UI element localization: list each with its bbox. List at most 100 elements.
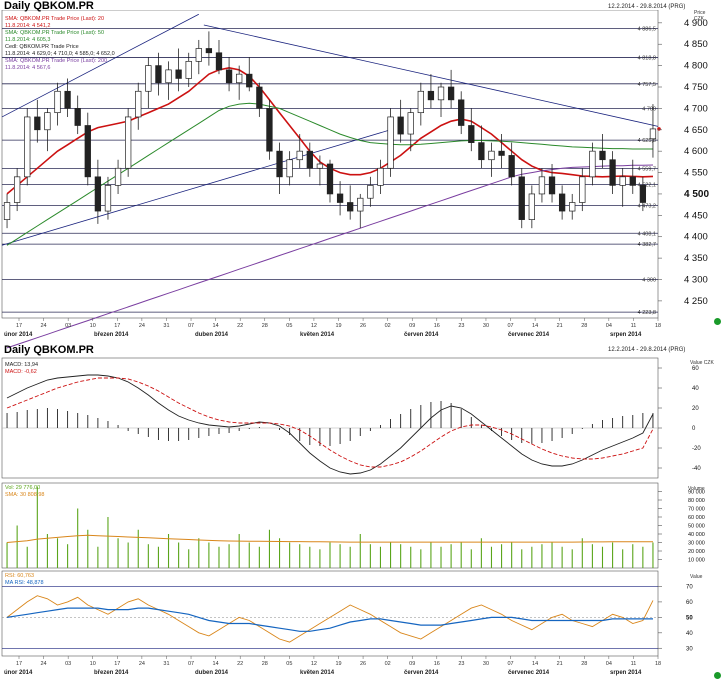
rsi-month-label: červen 2014 (404, 670, 439, 676)
date-tick-label: 05 (286, 323, 292, 329)
volume-sma-line (6, 534, 653, 543)
bottom-chart-title: Daily QBKOM.PR (4, 344, 94, 356)
rsi-date-tick-label: 28 (581, 661, 587, 667)
rsi-month-label: srpen 2014 (610, 670, 642, 676)
macd-y-tick-label: 20 (692, 406, 699, 412)
rsi-line (6, 595, 654, 643)
price-y-tick-label: 4 550 (684, 168, 708, 179)
candle-body (34, 116, 41, 131)
price-y-tick-label: 4 900 (684, 18, 708, 29)
rsi-date-tick-label: 11 (631, 661, 637, 667)
date-tick-label: 23 (458, 323, 464, 329)
volume-y-tick-label: 40 000 (688, 532, 705, 538)
macd-legend-entry: MACD: -0,62 (5, 369, 37, 375)
candle-body (205, 48, 213, 54)
date-tick-label: 16 (434, 323, 440, 329)
candle-body (286, 159, 293, 178)
date-tick-label: 09 (409, 323, 415, 329)
candle-body (94, 176, 102, 212)
candle-body (225, 69, 233, 84)
legend-entry: 11.8.2014: 4 541,2 (5, 23, 50, 29)
price-y-tick-label: 4 700 (684, 103, 708, 114)
horizontal-level-label: 4 700 (642, 106, 656, 112)
candle-body (528, 193, 535, 220)
horizontal-level-label: 4 408,1 (638, 231, 656, 237)
rsi-date-tick-label: 02 (385, 661, 391, 667)
rsi-month-label: duben 2014 (195, 670, 229, 676)
candle-body (518, 176, 525, 220)
candle-body (306, 150, 313, 169)
macd-axis-header: Value CZK (690, 360, 714, 366)
price-y-tick-label: 4 850 (684, 39, 708, 50)
volume-legend-entry: SMA: 30 808,98 (5, 492, 44, 498)
rsi-date-tick-label: 07 (188, 661, 194, 667)
macd-signal-line (6, 377, 654, 468)
candle-body (54, 90, 61, 114)
price-chart[interactable]: 4 886,5 4 818,8 4 757,5 4 700 4 625,8 4 559,7… (0, 10, 727, 350)
top-chart-title: Daily QBKOM.PR (4, 0, 94, 12)
candle-body (326, 163, 334, 195)
volume-y-tick-label: 80 000 (688, 498, 705, 504)
date-tick-label: 24 (139, 323, 145, 329)
candle-body (619, 176, 626, 186)
status-dot-bottom-icon (714, 672, 721, 679)
candle-body (538, 176, 546, 195)
horizontal-level-label: 4 818,8 (638, 56, 656, 62)
rsi-date-tick-label: 21 (557, 661, 563, 667)
price-y-tick-label: 4 450 (684, 210, 708, 221)
macd-y-tick-label: 40 (692, 386, 699, 392)
last-price-marker (657, 127, 661, 131)
rsi-month-label: únor 2014 (4, 670, 33, 676)
candle-body (407, 112, 414, 135)
rsi-date-tick-label: 28 (262, 661, 268, 667)
candle-body (347, 202, 354, 212)
candle-body (377, 167, 384, 186)
candle-body (629, 176, 636, 186)
date-tick-label: 17 (114, 323, 120, 329)
price-plot-area (1, 10, 659, 319)
candle-body (569, 202, 576, 212)
month-label: květen 2014 (300, 332, 335, 338)
axis-header-currency: CZK (694, 16, 705, 22)
status-dot-icon (714, 318, 721, 325)
candle-body (508, 155, 515, 178)
legend-entry: 11.8.2014: 4 629,0; 4 710,0; 4 585,0; 4 … (5, 51, 115, 57)
candle-body (336, 193, 344, 203)
rsi-date-tick-label: 24 (139, 661, 145, 667)
macd-y-tick-label: 60 (692, 366, 699, 372)
date-tick-label: 28 (581, 323, 587, 329)
candle-body (478, 142, 485, 161)
candle-body (639, 185, 647, 203)
legend-entry: SMA: QBKOM.PR Trade Price (Last): 200 (5, 58, 107, 64)
rsi-date-tick-label: 17 (16, 661, 22, 667)
date-tick-label: 02 (385, 323, 391, 329)
candle-body (13, 176, 21, 203)
candle-body (367, 185, 374, 199)
candle-body (498, 150, 505, 156)
candle-body (488, 150, 495, 161)
candle-body (357, 197, 364, 212)
horizontal-level-label: 4 382,7 (638, 242, 656, 248)
horizontal-level-label: 4 473,2 (638, 203, 656, 209)
candle-body (74, 108, 81, 126)
candle-body (215, 52, 223, 71)
candle-body (579, 176, 586, 203)
date-tick-label: 28 (262, 323, 268, 329)
rsi-date-tick-label: 22 (237, 661, 243, 667)
candle-body (246, 73, 253, 88)
rsi-date-tick-label: 04 (606, 661, 612, 667)
candle-body (155, 65, 162, 84)
macd-y-tick-label: -40 (692, 466, 701, 472)
rsi-month-label: červenec 2014 (508, 670, 550, 676)
date-tick-label: 07 (188, 323, 194, 329)
candle-body (104, 185, 112, 212)
candle-body (165, 69, 172, 84)
rsi-date-tick-label: 18 (655, 661, 661, 667)
candle-body (417, 90, 424, 114)
date-tick-label: 14 (532, 323, 538, 329)
candle-body (125, 116, 132, 169)
month-label: červenec 2014 (508, 332, 550, 338)
